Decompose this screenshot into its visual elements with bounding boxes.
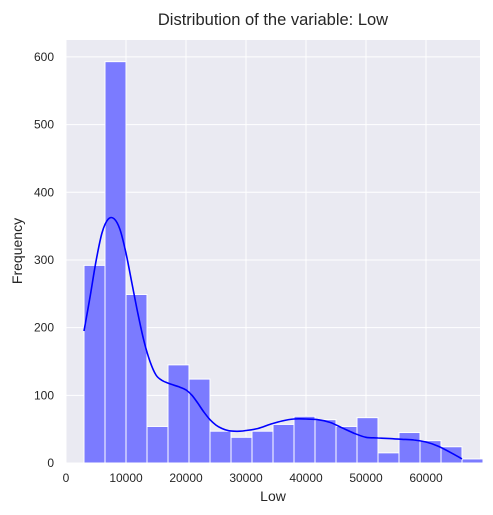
- histogram-bar: [251, 430, 274, 464]
- histogram-bar: [104, 61, 127, 464]
- y-tick-label: 100: [34, 388, 54, 402]
- histogram-bar: [293, 415, 316, 464]
- y-tick-label: 200: [34, 321, 54, 335]
- y-tick-label: 600: [34, 50, 54, 64]
- histogram-bar: [167, 364, 190, 464]
- histogram-bars: [83, 61, 484, 464]
- kde-curve: [83, 216, 463, 460]
- histogram-bar: [188, 378, 211, 464]
- histogram-bar: [377, 452, 400, 464]
- histogram-bar: [272, 423, 295, 464]
- histogram-bar: [461, 458, 484, 464]
- histogram-bar: [314, 419, 337, 464]
- y-tick-labels: 0 100 200 300 400 500 600: [34, 50, 54, 470]
- histogram-bar: [398, 432, 421, 464]
- x-axis-label: Low: [260, 488, 287, 504]
- x-tick-label: 20000: [169, 471, 203, 485]
- y-tick-label: 300: [34, 253, 54, 267]
- histogram-bar: [335, 425, 358, 464]
- histogram-bar: [146, 425, 169, 464]
- y-tick-label: 400: [34, 185, 54, 199]
- x-tick-label: 60000: [409, 471, 443, 485]
- x-tick-label: 10000: [109, 471, 143, 485]
- x-tick-label: 0: [63, 471, 70, 485]
- histogram-bar: [125, 293, 148, 464]
- histogram-bar: [230, 436, 253, 464]
- histogram-bar: [209, 430, 232, 464]
- x-tick-label: 30000: [229, 471, 263, 485]
- chart-title: Distribution of the variable: Low: [158, 11, 388, 29]
- histogram-bar: [356, 417, 379, 464]
- histogram-bar: [83, 264, 106, 464]
- y-axis-label: Frequency: [9, 218, 25, 284]
- x-tick-label: 50000: [349, 471, 383, 485]
- x-tick-label: 40000: [289, 471, 323, 485]
- y-tick-label: 500: [34, 118, 54, 132]
- y-tick-label: 0: [47, 456, 54, 470]
- x-tick-labels: 0 10000 20000 30000 40000 50000 60000: [63, 471, 443, 485]
